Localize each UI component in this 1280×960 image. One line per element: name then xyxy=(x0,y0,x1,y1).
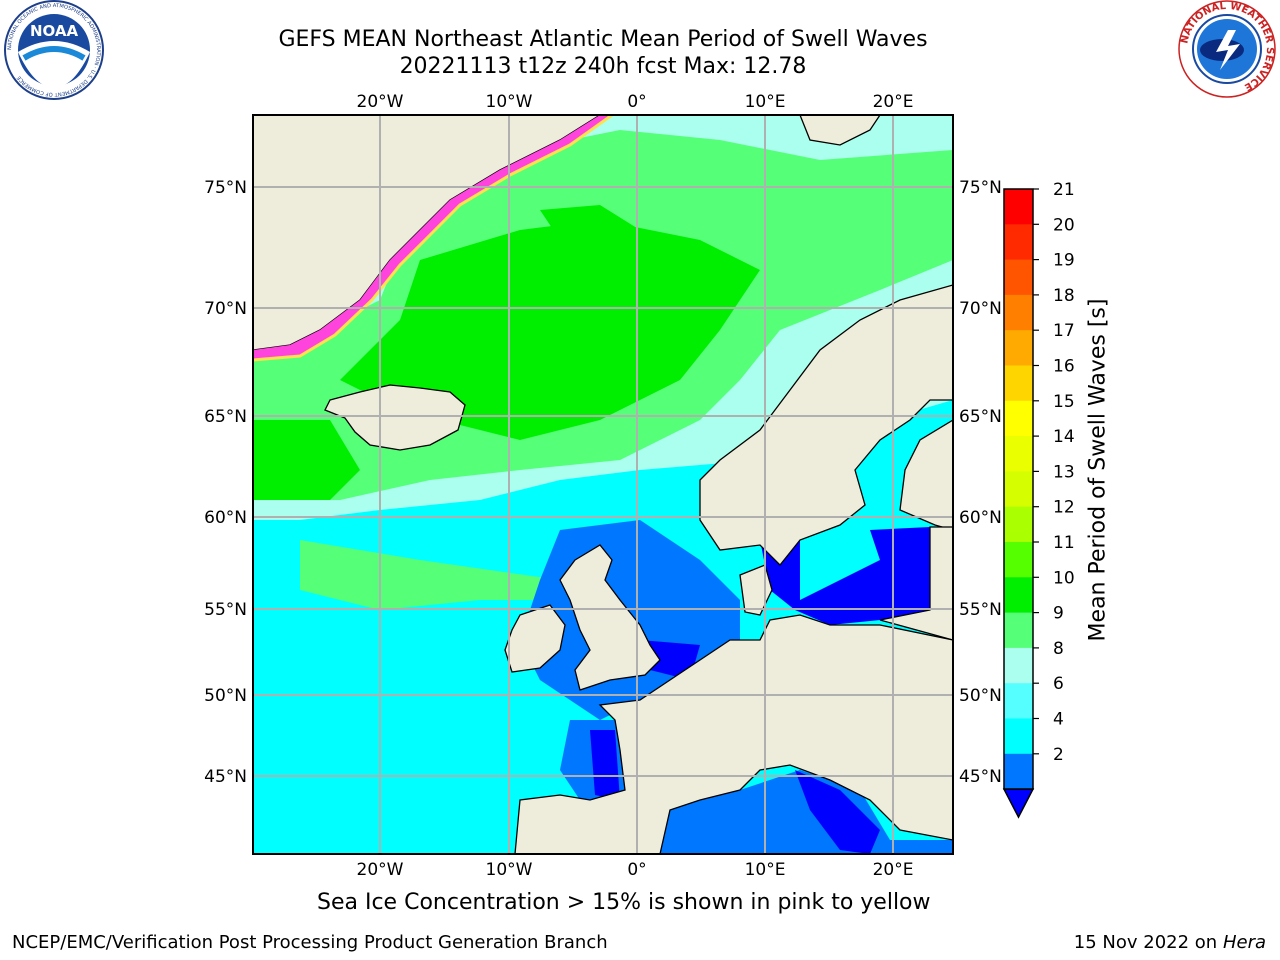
lat-label-right: 60°N xyxy=(959,508,1002,528)
colorbar-segment xyxy=(1004,612,1033,649)
colorbar-segment xyxy=(1004,542,1033,578)
swell-field-under-2 xyxy=(760,527,930,625)
colorbar-segment xyxy=(1004,189,1033,225)
lat-label-right: 55°N xyxy=(959,600,1002,620)
colorbar-frame xyxy=(1003,188,1034,790)
colorbar-tick-label: 9 xyxy=(1053,604,1064,624)
lat-label-right: 70°N xyxy=(959,299,1002,319)
land-continental-europe xyxy=(514,614,953,854)
date-text: 15 Nov 2022 on xyxy=(1073,932,1218,953)
swell-field-10-11-b xyxy=(253,420,360,500)
lon-label-top: 0° xyxy=(627,92,646,112)
noaa-logo-text: NOAA xyxy=(30,22,79,40)
sea-ice-edge xyxy=(253,115,613,362)
map-frame xyxy=(252,114,954,855)
colorbar-tick-label: 12 xyxy=(1053,498,1075,518)
land-great-britain xyxy=(559,544,661,691)
lon-label-bottom: 20°E xyxy=(873,860,914,880)
credit-text: NCEP/EMC/Verification Post Processing Pr… xyxy=(12,932,608,953)
colorbar-tick-label: 17 xyxy=(1053,321,1075,341)
lat-label-left: 70°N xyxy=(204,299,247,319)
colorbar-segment xyxy=(1004,224,1033,261)
lat-label-right: 75°N xyxy=(959,178,1002,198)
swell-field-10-11-c xyxy=(540,205,640,250)
colorbar-segment xyxy=(1004,436,1033,472)
machine-name: Hera xyxy=(1222,932,1266,953)
colorbar-under-arrow xyxy=(1002,788,1035,819)
lat-label-right: 45°N xyxy=(959,767,1002,787)
lat-label-left: 75°N xyxy=(204,178,247,198)
lat-label-left: 50°N xyxy=(204,686,247,706)
colorbar: 21 20 19 18 17 16 15 14 13 12 11 10 9 8 6 4 2 xyxy=(1002,180,1075,819)
swell-field-under-2-b xyxy=(590,730,620,800)
colorbar-segment xyxy=(1004,259,1033,296)
colorbar-segment xyxy=(1004,647,1033,684)
sea-ice-note: Sea Ice Concentration > 15% is shown in … xyxy=(317,890,931,915)
nws-logo: NATIONAL WEATHER SERVICE xyxy=(1178,0,1276,98)
lon-label-bottom: 20°W xyxy=(357,860,404,880)
colorbar-segment xyxy=(1004,365,1033,402)
lon-label-top: 20°E xyxy=(873,92,914,112)
colorbar-tick-label: 18 xyxy=(1053,286,1075,306)
lat-label-left: 55°N xyxy=(204,600,247,620)
land-finland xyxy=(899,419,953,531)
colorbar-segment xyxy=(1004,471,1033,508)
lon-label-top: 20°W xyxy=(357,92,404,112)
chart-title: GEFS MEAN Northeast Atlantic Mean Period… xyxy=(278,27,928,52)
colorbar-tick-label: 8 xyxy=(1053,639,1064,659)
land-iceland xyxy=(324,384,466,451)
lon-label-bottom: 10°W xyxy=(486,860,533,880)
noaa-logo: NOAA NATIONAL OCEANIC AND ATMOSPHERIC AD… xyxy=(4,0,104,100)
colorbar-tick-label: 2 xyxy=(1053,745,1064,765)
colorbar-tick-label: 10 xyxy=(1053,568,1075,588)
land-baltic-east xyxy=(879,526,953,641)
swell-field-10-11 xyxy=(340,220,760,440)
lon-label-top: 10°W xyxy=(486,92,533,112)
map-field xyxy=(253,115,953,854)
colorbar-segment xyxy=(1004,577,1033,614)
swell-field-under-2-d xyxy=(795,770,880,854)
lon-label-bottom: 10°E xyxy=(745,860,786,880)
colorbar-segment xyxy=(1004,330,1033,366)
colorbar-tick-label: 13 xyxy=(1053,462,1075,482)
lat-label-left: 60°N xyxy=(204,508,247,528)
lat-label-left: 45°N xyxy=(204,767,247,787)
colorbar-segment xyxy=(1004,294,1033,331)
colorbar-segment xyxy=(1004,506,1033,543)
colorbar-segment xyxy=(1004,753,1033,790)
colorbar-tick-label: 21 xyxy=(1053,180,1075,200)
lon-label-top: 10°E xyxy=(745,92,786,112)
colorbar-segment xyxy=(1004,718,1033,755)
colorbar-tick-label: 19 xyxy=(1053,251,1075,271)
colorbar-segment xyxy=(1004,683,1033,719)
colorbar-segment xyxy=(1004,400,1033,437)
lat-label-right: 65°N xyxy=(959,407,1002,427)
colorbar-tick-label: 11 xyxy=(1053,533,1075,553)
colorbar-label: Mean Period of Swell Waves [s] xyxy=(1085,298,1111,642)
lon-label-bottom: 0° xyxy=(627,860,646,880)
colorbar-tick-label: 4 xyxy=(1053,710,1064,730)
colorbar-tick-label: 16 xyxy=(1053,357,1075,377)
date-stamp: 15 Nov 2022 on Hera xyxy=(1074,932,1266,953)
graticule xyxy=(253,115,953,854)
colorbar-tick-label: 20 xyxy=(1053,215,1075,235)
colorbar-tick-label: 15 xyxy=(1053,392,1075,412)
chart-subtitle: 20221113 t12z 240h fcst Max: 12.78 xyxy=(399,54,807,79)
colorbar-tick-label: 14 xyxy=(1053,427,1075,447)
land-scandinavia xyxy=(699,284,953,566)
colorbar-tick-label: 6 xyxy=(1053,674,1064,694)
lat-label-left: 65°N xyxy=(204,407,247,427)
lat-label-right: 50°N xyxy=(959,686,1002,706)
land-svalbard xyxy=(799,115,881,146)
